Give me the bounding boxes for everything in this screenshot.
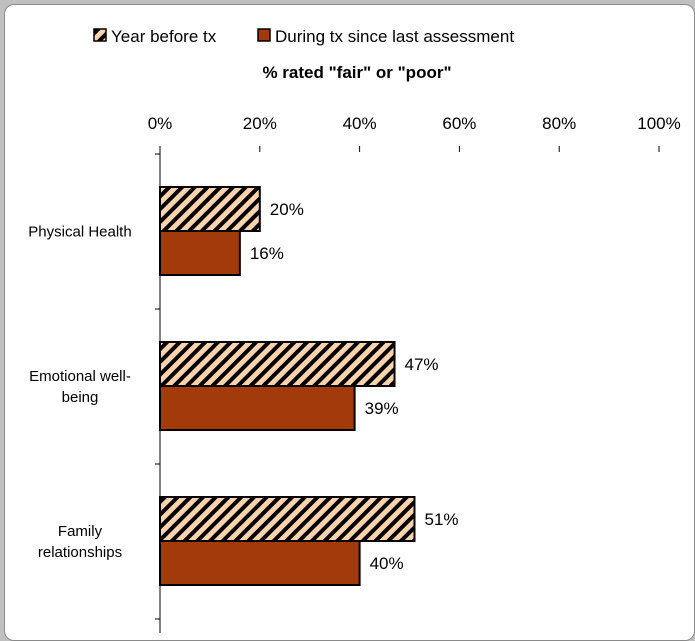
bar-chart: Year before tx During tx since last asse… bbox=[28, 27, 681, 633]
chart-frame: Year before tx During tx since last asse… bbox=[4, 4, 695, 641]
x-tick-label: 100% bbox=[637, 114, 680, 133]
legend-swatch-during-tx bbox=[257, 28, 271, 42]
legend-label-during-tx: During tx since last assessment bbox=[275, 27, 514, 46]
data-label: 47% bbox=[405, 355, 439, 374]
bar-during-tx bbox=[159, 230, 241, 276]
x-tick-label: 80% bbox=[542, 114, 576, 133]
x-axis-ticks: 0% 20% 40% 60% 80% 100% bbox=[148, 114, 681, 152]
data-label: 20% bbox=[270, 200, 304, 219]
x-tick-label: 40% bbox=[343, 114, 377, 133]
bars bbox=[159, 186, 416, 586]
bar-during-tx bbox=[159, 540, 361, 586]
data-labels: 20% 16% 47% 39% 51% 40% bbox=[250, 200, 459, 573]
x-tick-label: 0% bbox=[148, 114, 173, 133]
data-label: 39% bbox=[365, 399, 399, 418]
bar-during-tx bbox=[159, 385, 356, 431]
bar-year-before bbox=[159, 341, 396, 387]
x-tick-label: 20% bbox=[243, 114, 277, 133]
category-label: Emotional well-being bbox=[29, 368, 131, 406]
category-labels: Physical Health Emotional well-being Famil… bbox=[28, 224, 131, 562]
category-label: Physical Health bbox=[28, 224, 131, 241]
x-tick-label: 60% bbox=[442, 114, 476, 133]
category-label: Family relationships bbox=[38, 523, 122, 561]
legend: Year before tx During tx since last asse… bbox=[93, 27, 514, 46]
data-label: 16% bbox=[250, 244, 284, 263]
data-label: 51% bbox=[424, 510, 458, 529]
data-label: 40% bbox=[370, 554, 404, 573]
legend-label-year-before: Year before tx bbox=[111, 27, 217, 46]
legend-swatch-year-before bbox=[93, 28, 107, 42]
bar-year-before bbox=[159, 496, 416, 542]
chart-title: % rated "fair" or "poor" bbox=[262, 63, 451, 82]
bar-year-before bbox=[159, 186, 261, 232]
